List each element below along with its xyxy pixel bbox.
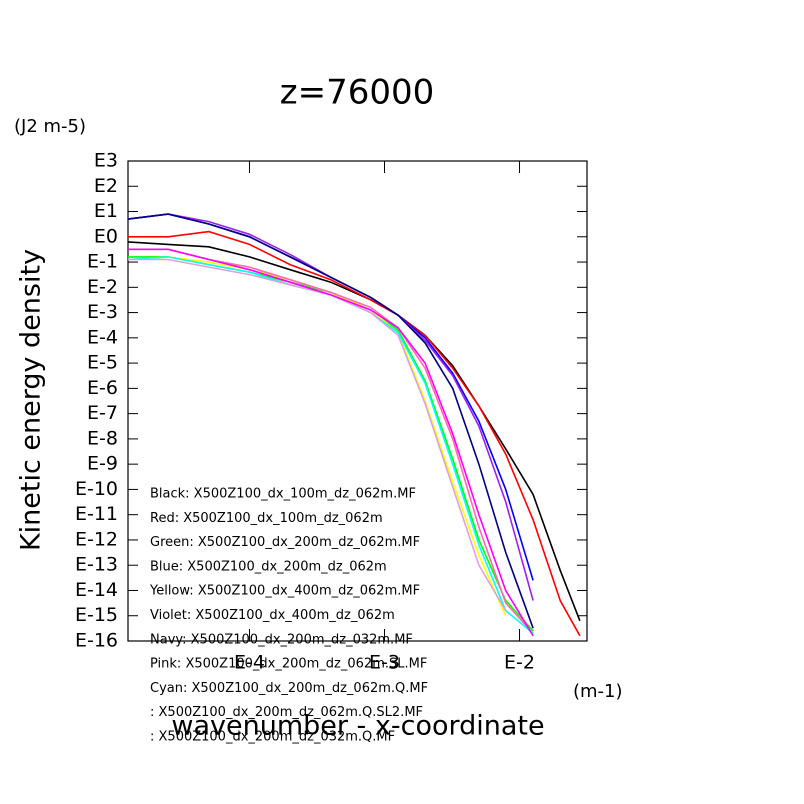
series-line	[127, 213, 534, 629]
y-tick-label: E3	[94, 150, 118, 172]
legend-entry: Yellow: X500Z100_dx_400m_dz_062m.MF	[149, 584, 420, 599]
plot-frame	[127, 160, 588, 642]
y-axis-label: Kinetic energy density	[16, 249, 47, 551]
legend-entry: : X500Z100_dx_200m_dz_062m.Q.SL2.MF	[150, 705, 423, 720]
y-tick-label: E-16	[75, 630, 118, 652]
x-tick-label: E-4	[234, 652, 265, 674]
y-unit: (J2 m-5)	[14, 116, 86, 137]
y-tick-label: E-7	[87, 402, 118, 424]
series-line	[128, 248, 534, 634]
legend-entry: Blue: X500Z100_dx_200m_dz_062m	[150, 559, 387, 574]
y-tick-label: E-15	[75, 604, 118, 626]
y-tick-label: E-14	[75, 579, 118, 601]
y-tick-label: E-5	[87, 352, 118, 374]
y-tick-label: E0	[94, 225, 118, 247]
x-tick-label: E-3	[369, 652, 400, 674]
series-line	[128, 248, 534, 637]
y-tick-label: E1	[94, 200, 118, 222]
series-line	[127, 256, 507, 617]
y-tick-label: E-4	[87, 326, 118, 348]
y-tick-label: E-9	[87, 453, 118, 475]
y-tick-label: E-11	[75, 503, 118, 525]
series-line	[128, 258, 507, 612]
legend-entry: Red: X500Z100_dx_100m_dz_062m	[150, 511, 383, 526]
y-tick-label: E-12	[75, 528, 118, 550]
y-tick-label: E-10	[75, 478, 118, 500]
x-tick-label: E-2	[504, 652, 535, 674]
y-tick-label: E-2	[87, 276, 118, 298]
y-tick-label: E-13	[75, 554, 118, 576]
legend-entry: Black: X500Z100_dx_100m_dz_062m.MF	[150, 487, 416, 502]
legend-entry: Navy: X500Z100_dx_200m_dz_032m.MF	[150, 632, 413, 647]
y-tick-label: E2	[94, 175, 118, 197]
legend-entry: Green: X500Z100_dx_200m_dz_062m.MF	[150, 535, 420, 550]
legend-entry: Cyan: X500Z100_dx_200m_dz_062m.Q.MF	[150, 681, 428, 696]
chart-title: z=76000	[280, 73, 435, 113]
y-tick-label: E-3	[87, 301, 118, 323]
legend-entry: Violet: X500Z100_dx_400m_dz_062m	[150, 608, 395, 623]
series-line	[128, 230, 581, 637]
legend-entry: : X500Z100_dx_200m_dz_032m.Q.MF	[150, 730, 395, 745]
y-tick-label: E-1	[87, 251, 118, 273]
x-unit: (m-1)	[573, 681, 623, 702]
x-axis-label: wavenumber - x-coordinate	[171, 711, 544, 742]
legend-entry: Pink: X500Z100_dx_200m_dz_062m.SL.MF	[150, 657, 427, 672]
y-tick-label: E-6	[87, 377, 118, 399]
y-tick-label: E-8	[87, 427, 118, 449]
